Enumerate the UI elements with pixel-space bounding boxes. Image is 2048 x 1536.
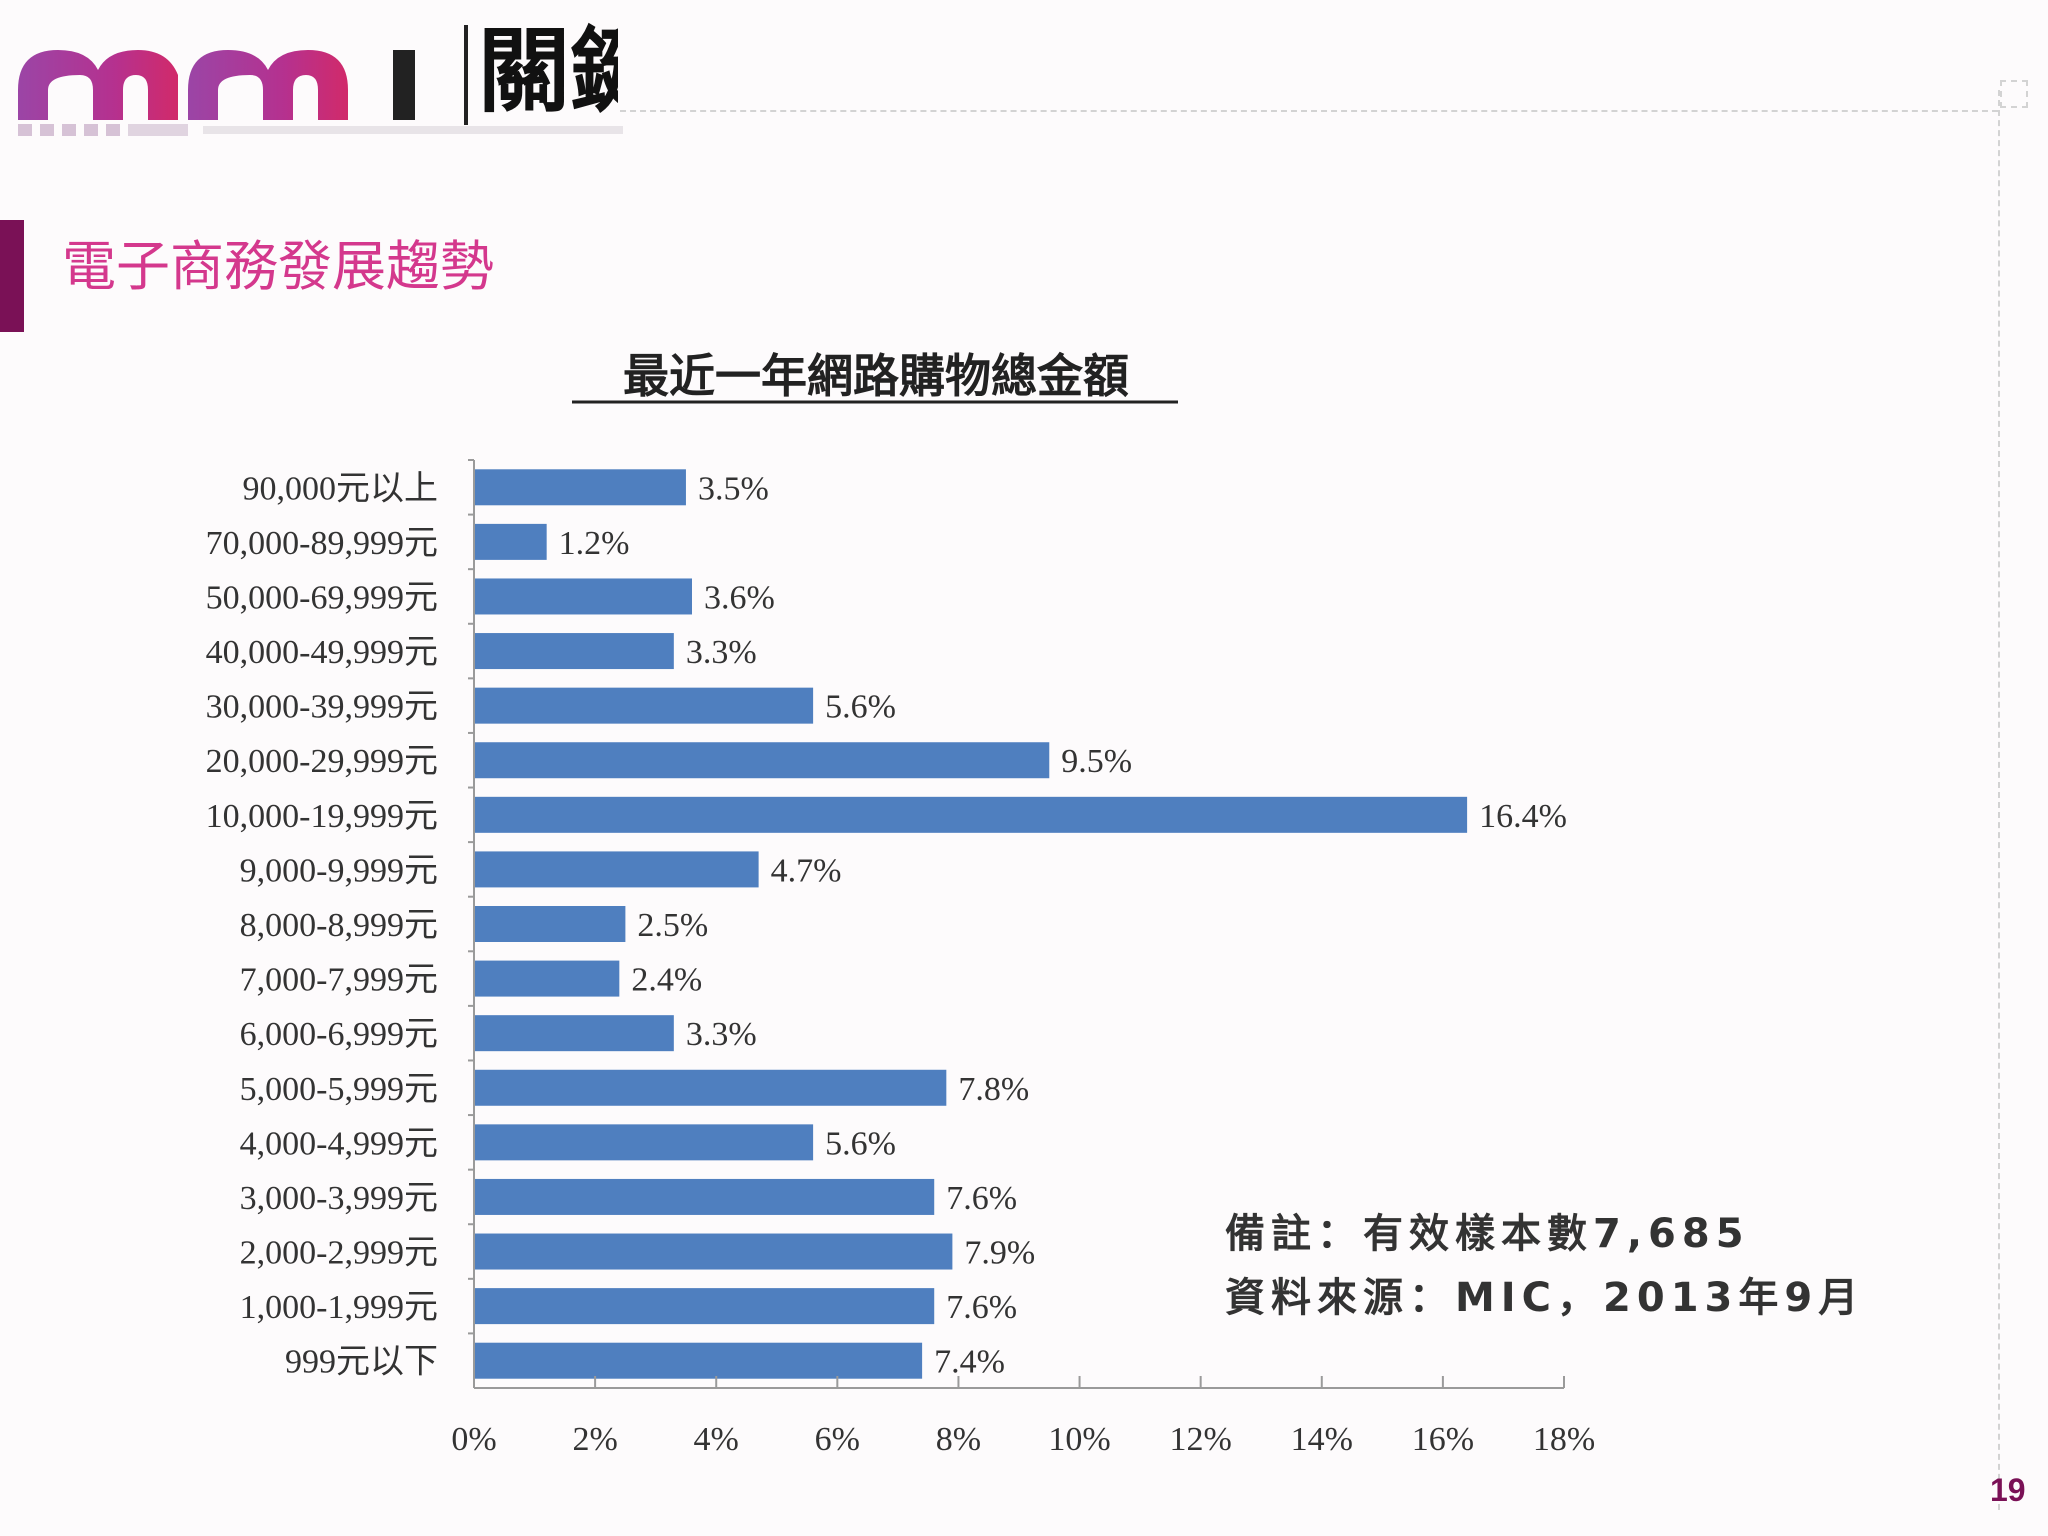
bar: [475, 1233, 953, 1270]
bar: [475, 633, 674, 670]
category-label: 3,000-3,999元: [240, 1180, 438, 1217]
bar: [475, 687, 814, 724]
data-label: 5.6%: [825, 689, 896, 726]
bar: [475, 469, 686, 506]
sample-size-note: 備註：有效樣本數7,685: [1225, 1211, 1750, 1257]
title-accent-bar: [0, 220, 24, 332]
bar: [475, 1069, 947, 1106]
data-label: 7.4%: [934, 1344, 1005, 1381]
source-note: 資料來源：MIC，2013年9月: [1225, 1275, 1865, 1321]
bar: [475, 960, 620, 997]
x-tick-label: 16%: [1412, 1421, 1474, 1458]
x-tick-label: 10%: [1048, 1421, 1110, 1458]
bar: [475, 1342, 923, 1379]
data-label: 5.6%: [825, 1125, 896, 1162]
category-label: 4,000-4,999元: [240, 1125, 438, 1162]
data-label: 3.5%: [698, 470, 769, 507]
category-label: 1,000-1,999元: [240, 1289, 438, 1326]
x-tick-label: 14%: [1291, 1421, 1353, 1458]
bar: [475, 796, 1468, 833]
dashed-border-top: [620, 110, 1998, 112]
data-label: 3.3%: [686, 1016, 757, 1053]
bars-group: 90,000元以上 3.5% 70,000-89,999元 1.2% 50,000-69…: [206, 469, 1567, 1381]
category-label: 9,000-9,999元: [240, 852, 438, 889]
category-label: 40,000-49,999元: [206, 634, 438, 671]
category-label: 5,000-5,999元: [240, 1071, 438, 1108]
x-tick-label: 6%: [815, 1421, 860, 1458]
chart-title-group: 最近一年網路購物總金額: [572, 351, 1178, 404]
data-label: 7.6%: [946, 1289, 1017, 1326]
category-label: 30,000-39,999元: [206, 689, 438, 726]
bar: [475, 742, 1050, 779]
bar: [475, 906, 626, 942]
logo-mark: [18, 25, 623, 136]
x-tick-label: 2%: [572, 1421, 617, 1458]
dashed-border-right: [1998, 90, 2000, 1510]
category-label: 6,000-6,999元: [240, 1016, 438, 1053]
category-label: 8,000-8,999元: [240, 907, 438, 944]
bar: [475, 1124, 814, 1161]
x-tick-label: 18%: [1533, 1421, 1595, 1458]
data-label: 7.9%: [964, 1235, 1035, 1272]
company-logo: [18, 20, 628, 150]
x-tick-label: 4%: [694, 1421, 739, 1458]
bar: [475, 1288, 935, 1325]
data-label: 7.8%: [958, 1071, 1029, 1108]
category-label: 2,000-2,999元: [240, 1235, 438, 1272]
bar: [475, 1015, 674, 1052]
x-tick-label: 12%: [1170, 1421, 1232, 1458]
placeholder-corner: [2000, 80, 2028, 108]
x-tick-label: 0%: [451, 1421, 496, 1458]
chart-notes: 備註：有效樣本數7,685 資料來源：MIC，2013年9月: [1225, 1202, 1864, 1330]
bar: [475, 578, 692, 615]
category-label: 50,000-69,999元: [206, 579, 438, 616]
data-label: 2.4%: [631, 962, 702, 999]
slide-title: 電子商務發展趨勢: [62, 235, 494, 298]
category-label: 10,000-19,999元: [206, 798, 438, 835]
data-label: 3.6%: [704, 579, 775, 616]
logo-text: 關鍵: [478, 22, 618, 122]
category-label: 7,000-7,999元: [240, 962, 438, 999]
bar: [475, 1178, 935, 1215]
data-label: 1.2%: [559, 525, 630, 562]
data-label: 16.4%: [1479, 798, 1567, 835]
bar: [475, 523, 547, 560]
data-label: 4.7%: [771, 852, 842, 889]
x-tick-label: 8%: [936, 1421, 981, 1458]
chart-title: 最近一年網路購物總金額: [623, 351, 1129, 402]
category-label: 999元以下: [285, 1344, 438, 1381]
axes-group: 0% 2% 4% 6% 8% 10% 12% 14% 16% 18%: [451, 459, 1595, 1458]
data-label: 7.6%: [946, 1180, 1017, 1217]
data-label: 2.5%: [637, 907, 708, 944]
category-label: 70,000-89,999元: [206, 525, 438, 562]
page-number: 19: [1990, 1472, 2026, 1508]
data-label: 3.3%: [686, 634, 757, 671]
category-label: 20,000-29,999元: [206, 743, 438, 780]
bar: [475, 851, 759, 888]
data-label: 9.5%: [1061, 743, 1132, 780]
category-label: 90,000元以上: [243, 470, 439, 507]
